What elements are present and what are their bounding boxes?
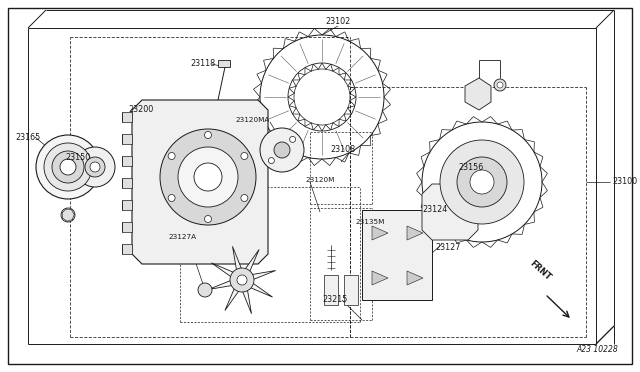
Circle shape [230, 268, 254, 292]
Polygon shape [208, 246, 276, 314]
Polygon shape [122, 134, 132, 144]
Circle shape [494, 79, 506, 91]
Circle shape [60, 159, 76, 175]
Circle shape [274, 142, 290, 158]
Text: 23165: 23165 [15, 132, 40, 141]
Text: 23124: 23124 [422, 205, 447, 215]
Text: 23135M: 23135M [355, 219, 385, 225]
Text: 23118: 23118 [190, 60, 215, 68]
Text: 23120M: 23120M [305, 177, 334, 183]
Circle shape [61, 208, 75, 222]
Circle shape [36, 135, 100, 199]
Text: 23156: 23156 [458, 163, 483, 171]
Polygon shape [407, 271, 423, 285]
Bar [362, 210, 432, 300]
Polygon shape [122, 178, 132, 188]
Text: 23150: 23150 [65, 153, 90, 161]
Circle shape [160, 129, 256, 225]
Circle shape [290, 137, 296, 142]
Circle shape [75, 147, 115, 187]
Circle shape [52, 151, 84, 183]
Text: 23215: 23215 [322, 295, 348, 305]
Polygon shape [372, 271, 388, 285]
Circle shape [260, 128, 304, 172]
Polygon shape [122, 244, 132, 254]
Circle shape [268, 158, 275, 164]
Polygon shape [407, 226, 423, 240]
Circle shape [178, 147, 238, 207]
Text: 23100: 23100 [612, 177, 637, 186]
Text: 23102: 23102 [325, 17, 350, 26]
Polygon shape [132, 100, 268, 264]
Text: 23120MA: 23120MA [235, 117, 269, 123]
Polygon shape [122, 112, 132, 122]
Text: 23127: 23127 [435, 243, 460, 251]
Bar [324, 275, 338, 305]
Polygon shape [122, 222, 132, 232]
Polygon shape [122, 200, 132, 210]
Polygon shape [122, 156, 132, 166]
Polygon shape [218, 60, 230, 67]
Polygon shape [372, 226, 388, 240]
Text: 23127A: 23127A [168, 234, 196, 240]
Circle shape [90, 162, 100, 172]
Circle shape [198, 283, 212, 297]
Circle shape [205, 131, 211, 138]
Text: A23 10228: A23 10228 [576, 345, 618, 354]
Circle shape [85, 157, 105, 177]
Circle shape [497, 82, 503, 88]
Circle shape [241, 153, 248, 160]
Circle shape [205, 215, 211, 222]
Circle shape [44, 143, 92, 191]
Text: 23108: 23108 [330, 145, 355, 154]
Circle shape [457, 157, 507, 207]
Circle shape [168, 195, 175, 202]
Bar [344, 275, 358, 305]
Polygon shape [465, 78, 491, 110]
Text: 23200: 23200 [128, 106, 153, 115]
Text: FRNT: FRNT [528, 259, 552, 282]
Circle shape [440, 140, 524, 224]
Circle shape [470, 170, 494, 194]
Circle shape [168, 153, 175, 160]
Polygon shape [422, 184, 478, 240]
Circle shape [241, 195, 248, 202]
Circle shape [237, 275, 247, 285]
Circle shape [194, 163, 222, 191]
